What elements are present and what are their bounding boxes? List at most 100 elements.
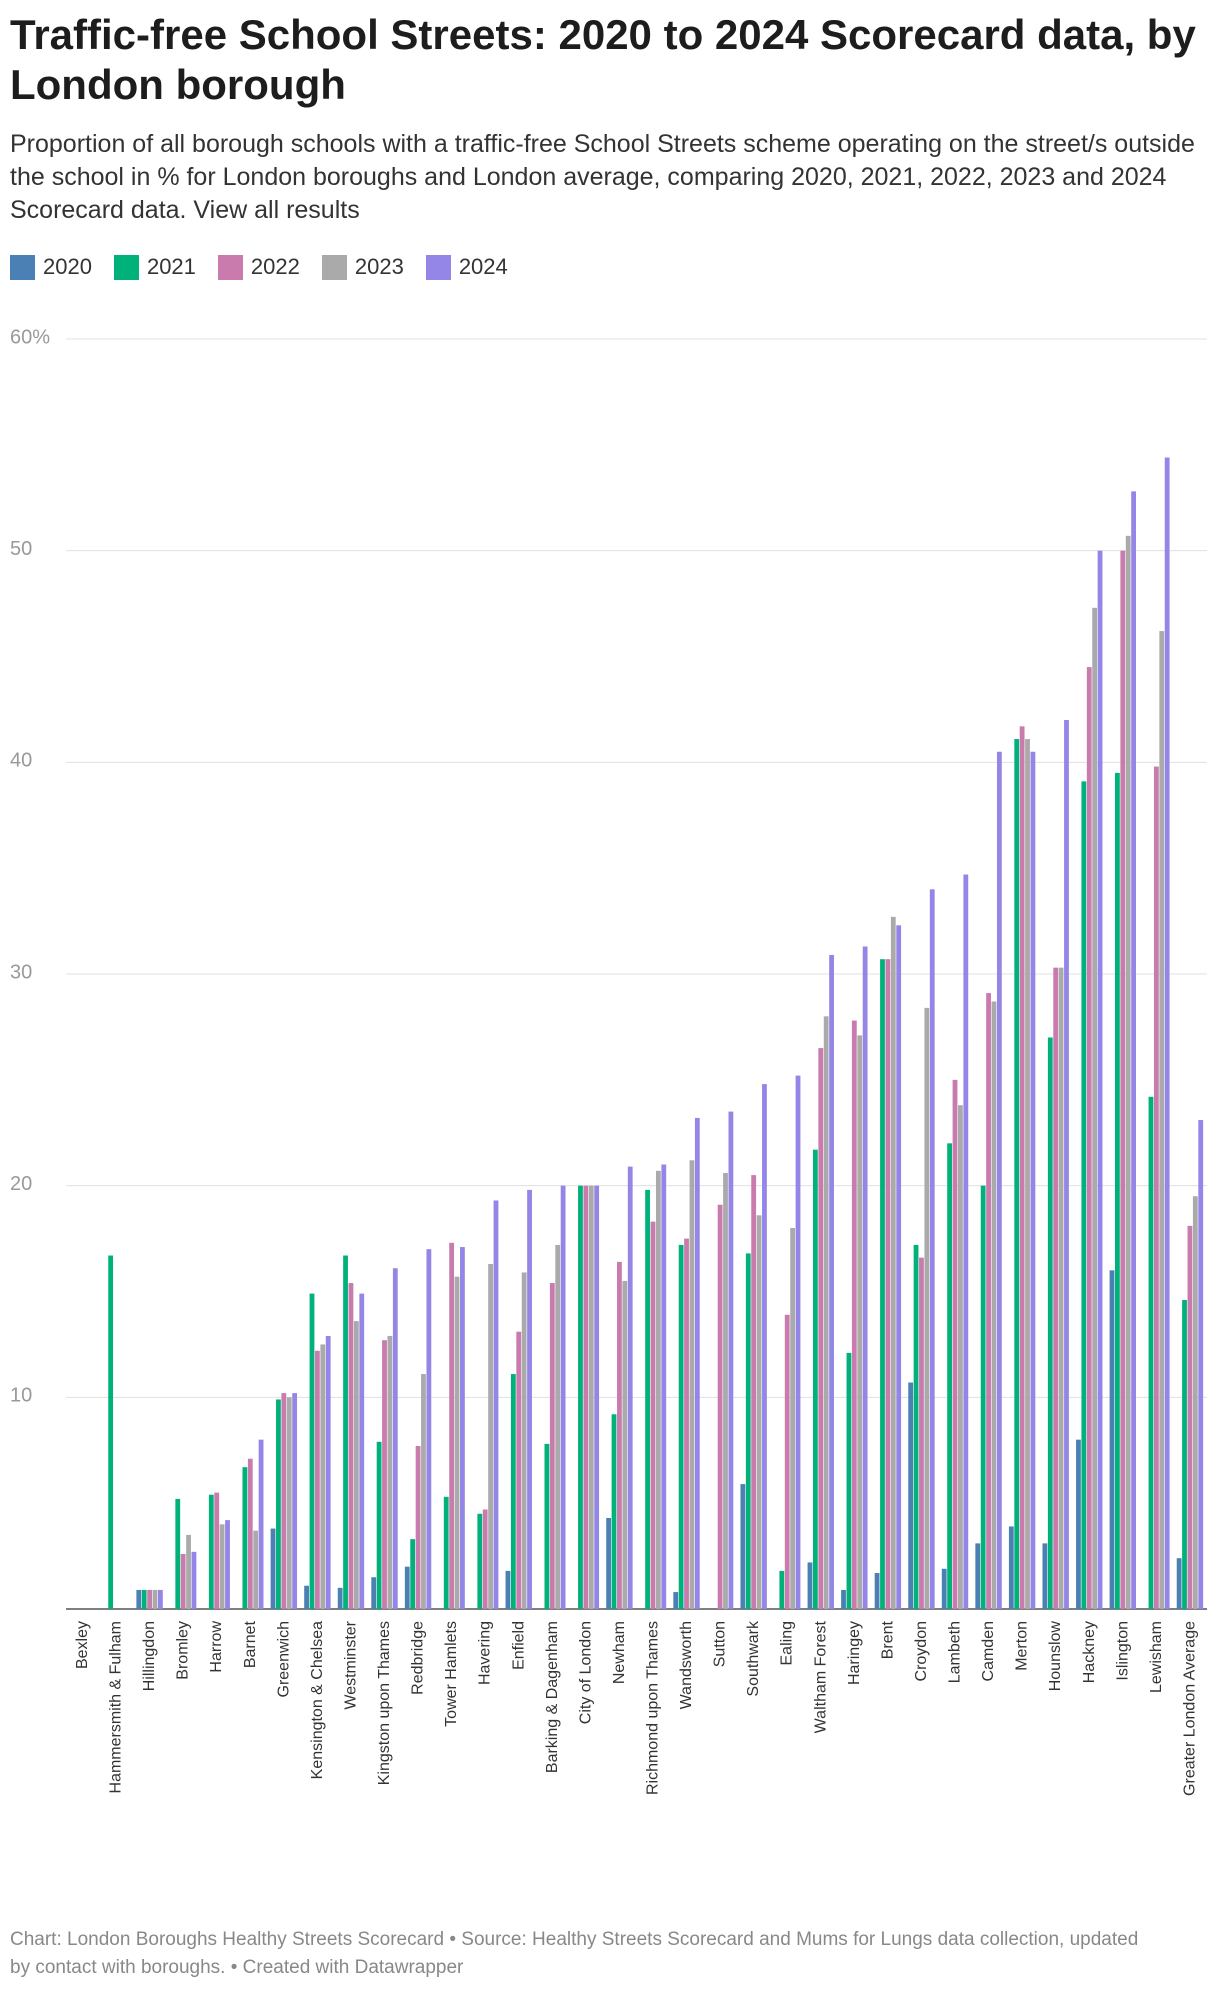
- bar: [728, 1111, 734, 1609]
- chart-subtitle: Proportion of all borough schools with a…: [10, 130, 1195, 224]
- bar: [1097, 550, 1103, 1609]
- bar: [673, 1592, 679, 1609]
- bar: [460, 1247, 465, 1609]
- bar: [320, 1344, 326, 1609]
- footer: Chart: London Boroughs Healthy Streets S…: [10, 1929, 1139, 1978]
- bar: [1047, 1037, 1053, 1609]
- bar: [717, 1204, 723, 1609]
- x-tick-label: Lambeth: [947, 1621, 964, 1683]
- bar: [655, 1170, 661, 1609]
- bar: [1182, 1299, 1187, 1609]
- bar: [191, 1551, 197, 1609]
- bar: [807, 1562, 813, 1609]
- x-tick-label: Kingston upon Thames: [376, 1621, 393, 1785]
- bar: [1019, 726, 1025, 1609]
- bar: [823, 1016, 829, 1609]
- bar: [258, 1439, 264, 1609]
- bar: [975, 1543, 981, 1609]
- bar: [941, 1568, 947, 1609]
- legend-item: 2024: [425, 254, 508, 280]
- bar: [1008, 1526, 1014, 1609]
- bar: [857, 1035, 863, 1609]
- bar: [812, 1149, 818, 1609]
- bar: [784, 1314, 790, 1609]
- bar: [242, 1467, 248, 1609]
- bar: [919, 1257, 924, 1609]
- x-tick-label: Hounslow: [1047, 1621, 1064, 1692]
- x-tick-label: Camden: [980, 1621, 997, 1681]
- bar: [818, 1048, 824, 1609]
- bar: [1086, 667, 1092, 1609]
- bar: [343, 1255, 348, 1609]
- bar: [1053, 967, 1059, 1609]
- bar: [510, 1374, 516, 1609]
- bar: [723, 1172, 728, 1609]
- x-tick-label: Harrow: [208, 1621, 225, 1673]
- bar: [1092, 607, 1098, 1609]
- bar: [443, 1496, 449, 1609]
- bar: [795, 1075, 801, 1609]
- x-tick-label: Sutton: [712, 1621, 729, 1667]
- x-tick-label: City of London: [577, 1621, 594, 1724]
- x-tick-label: Barking & Dagenham: [544, 1621, 561, 1773]
- legend-label: 2020: [43, 254, 92, 279]
- bar: [270, 1528, 276, 1609]
- legend: 2020 2021 2022 2023 2024: [10, 254, 508, 280]
- bar: [963, 874, 969, 1609]
- bar: [1131, 491, 1137, 1609]
- bar: [426, 1249, 432, 1609]
- legend-item: 2022: [217, 254, 300, 280]
- bar: [1014, 739, 1020, 1609]
- bar: [292, 1393, 298, 1609]
- bar: [880, 959, 885, 1609]
- bar: [415, 1446, 421, 1609]
- x-tick-label: Hammersmith & Fulham: [108, 1621, 125, 1793]
- bar: [247, 1458, 253, 1609]
- x-tick-label: Wandsworth: [678, 1621, 695, 1709]
- x-tick-label: Enfield: [510, 1621, 527, 1670]
- bar: [1025, 739, 1030, 1609]
- y-tick-label: 60%: [10, 326, 50, 348]
- bar: [1030, 751, 1036, 1609]
- bar: [1109, 1270, 1115, 1609]
- bar: [952, 1079, 958, 1609]
- bar: [740, 1484, 746, 1609]
- x-tick-label: Barnet: [242, 1620, 259, 1668]
- bar: [359, 1293, 365, 1609]
- bar: [645, 1189, 650, 1609]
- bar: [516, 1331, 522, 1609]
- x-tick-label: Bexley: [74, 1621, 91, 1669]
- bar: [841, 1589, 846, 1609]
- bar: [885, 959, 891, 1609]
- y-tick-label: 10: [10, 1385, 32, 1407]
- bar: [353, 1321, 359, 1609]
- bar: [661, 1164, 667, 1609]
- bar: [1081, 781, 1087, 1609]
- x-tick-label: Havering: [477, 1621, 494, 1685]
- bar: [225, 1520, 230, 1609]
- bar: [947, 1143, 953, 1609]
- legend-swatch: [10, 254, 35, 280]
- chart-title: Traffic-free School Streets: 2020 to 202…: [10, 11, 1196, 108]
- bar: [689, 1160, 695, 1609]
- y-tick-label: 40: [10, 750, 32, 772]
- legend-item: 2020: [10, 254, 92, 280]
- bar: [779, 1570, 785, 1609]
- bar: [141, 1589, 147, 1609]
- bar: [549, 1283, 555, 1609]
- bar: [253, 1530, 259, 1609]
- y-tick-label: 30: [10, 961, 32, 983]
- legend-label: 2022: [250, 254, 300, 279]
- y-tick-label: 20: [10, 1173, 32, 1195]
- bar: [281, 1393, 287, 1609]
- bar: [756, 1215, 762, 1609]
- x-tick-label: Newham: [611, 1621, 628, 1684]
- x-tick-label: Hillingdon: [141, 1621, 158, 1691]
- bar: [1176, 1558, 1182, 1609]
- x-tick-label: Westminster: [342, 1620, 359, 1709]
- bar: [527, 1189, 532, 1609]
- bar: [896, 925, 902, 1609]
- bar: [606, 1517, 612, 1609]
- x-tick-label: Greenwich: [275, 1621, 292, 1697]
- x-tick-label: Ealing: [779, 1621, 796, 1665]
